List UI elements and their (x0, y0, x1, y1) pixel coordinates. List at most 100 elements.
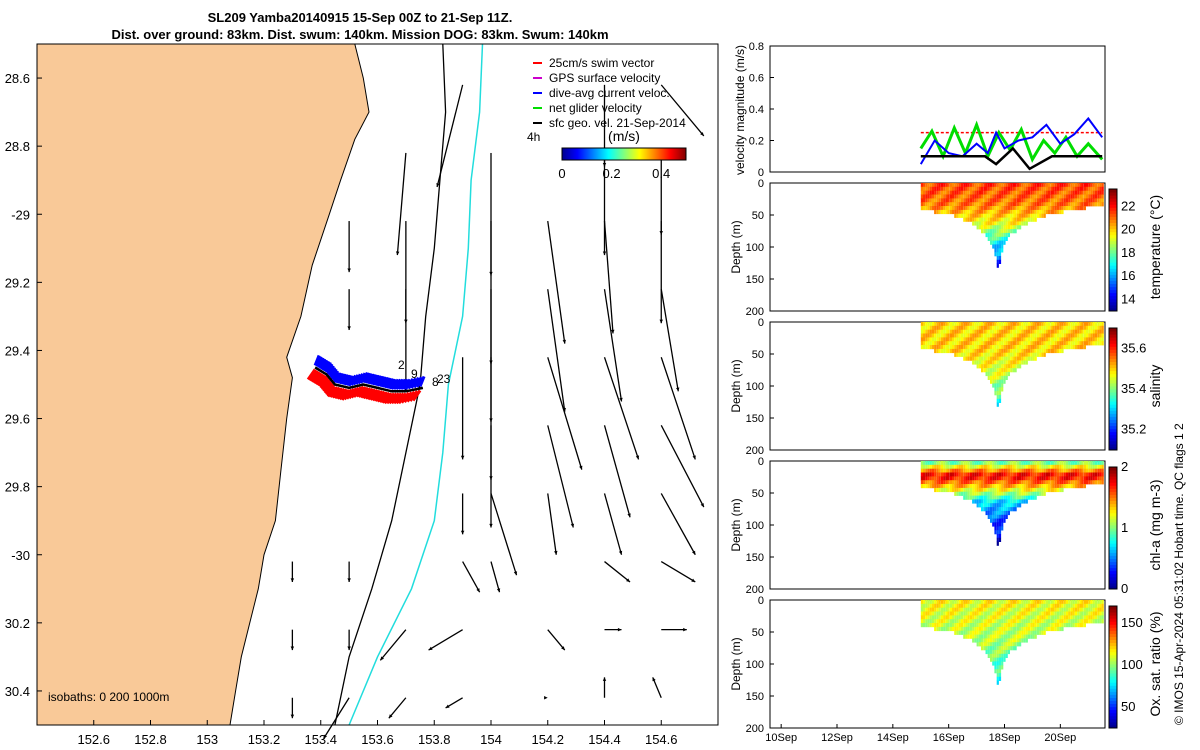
section-cell (1021, 464, 1024, 469)
section-cell (1039, 345, 1042, 350)
dive-avg-vector (350, 374, 357, 386)
colorbar-cell (1109, 503, 1117, 508)
section-cell (1003, 240, 1006, 245)
section-cell (1052, 183, 1055, 188)
section-cell (1010, 619, 1013, 624)
section-cell (960, 333, 964, 338)
section-cell (1088, 202, 1091, 207)
section-cell (998, 638, 1002, 643)
section-cell (965, 345, 968, 350)
section-cell (974, 630, 977, 635)
section-cell (1003, 630, 1006, 635)
section-cell (943, 600, 946, 605)
geo-velocity-arrowhead (347, 326, 351, 330)
section-cell (965, 183, 968, 188)
section-cell (1061, 206, 1064, 211)
section-cell (969, 611, 973, 616)
section-cell (992, 510, 995, 516)
section-cell (1012, 194, 1015, 199)
section-cell (1059, 476, 1062, 481)
section-cell (994, 183, 997, 188)
geo-velocity-arrowhead (290, 646, 295, 651)
section-cell (1043, 615, 1046, 620)
section-cell (983, 642, 986, 647)
section-cell (1010, 209, 1013, 215)
section-cell (1081, 619, 1084, 624)
section-cell (1079, 468, 1082, 473)
section-cell (920, 619, 923, 624)
section-cell (1048, 341, 1051, 346)
section-cell (985, 194, 988, 199)
section-cell (1023, 484, 1026, 489)
dive-avg-vector (352, 374, 360, 386)
section-cell (1048, 337, 1051, 342)
section-cell (1059, 615, 1062, 620)
section-cell (1079, 337, 1082, 342)
section-cell (1003, 217, 1006, 222)
section-cell (969, 603, 973, 608)
section-cell (996, 476, 999, 481)
section-cell (1052, 345, 1055, 350)
colorbar-cell (1109, 645, 1117, 650)
section-cell (1052, 186, 1055, 191)
section-cell (1050, 325, 1053, 330)
section-cell (996, 541, 999, 546)
section-cell (1050, 464, 1053, 469)
section-cell (1007, 476, 1010, 481)
section-cell (976, 499, 979, 504)
section-cell (1092, 190, 1095, 195)
section-cell (1019, 202, 1022, 207)
section-cell (963, 348, 966, 354)
section-cell (952, 476, 955, 481)
section-cell (1001, 495, 1004, 500)
section-cell (1048, 198, 1051, 203)
section-cell (1030, 600, 1033, 605)
section-cell (1021, 638, 1024, 643)
section-cell (998, 375, 1002, 380)
section-cell (956, 491, 959, 496)
section-cell (1057, 209, 1060, 215)
y-tick-label: 0 (758, 595, 764, 607)
section-cell (1052, 202, 1055, 207)
section-cell (994, 198, 997, 203)
section-cell (938, 619, 941, 624)
section-cell (1005, 325, 1008, 330)
section-cell (987, 186, 990, 191)
section-cell (998, 607, 1002, 612)
section-cell (1070, 464, 1073, 469)
section-cell (1036, 600, 1040, 605)
section-cell (1088, 341, 1091, 346)
section-cell (931, 325, 935, 330)
section-cell (938, 190, 941, 195)
section-cell (943, 348, 946, 354)
section-cell (1061, 345, 1064, 350)
swim-vector (325, 383, 335, 396)
section-cell (972, 202, 975, 207)
section-cell (956, 202, 959, 207)
colorbar-cell (1109, 398, 1117, 402)
section-cell (956, 630, 959, 635)
section-cell (1005, 487, 1008, 493)
section-cell (967, 213, 970, 218)
section-cell (1072, 615, 1075, 620)
section-cell (969, 329, 973, 334)
section-cell (1081, 615, 1084, 620)
section-cell (965, 468, 968, 473)
section-cell (987, 495, 990, 500)
section-cell (952, 603, 955, 608)
section-cell (954, 619, 957, 624)
section-cell (998, 476, 1002, 481)
y-tick-label: 29.4 (5, 343, 30, 358)
section-cell (1099, 190, 1102, 195)
section-cell (1094, 190, 1098, 195)
section-cell (1027, 634, 1031, 639)
section-cell (1083, 619, 1086, 624)
colorbar-cell (1109, 216, 1117, 220)
section-cell (952, 329, 955, 334)
section-cell (1005, 653, 1008, 658)
section-cell (958, 472, 961, 477)
section-cell (985, 217, 988, 222)
section-cell (945, 341, 948, 346)
section-cell (1086, 480, 1089, 485)
